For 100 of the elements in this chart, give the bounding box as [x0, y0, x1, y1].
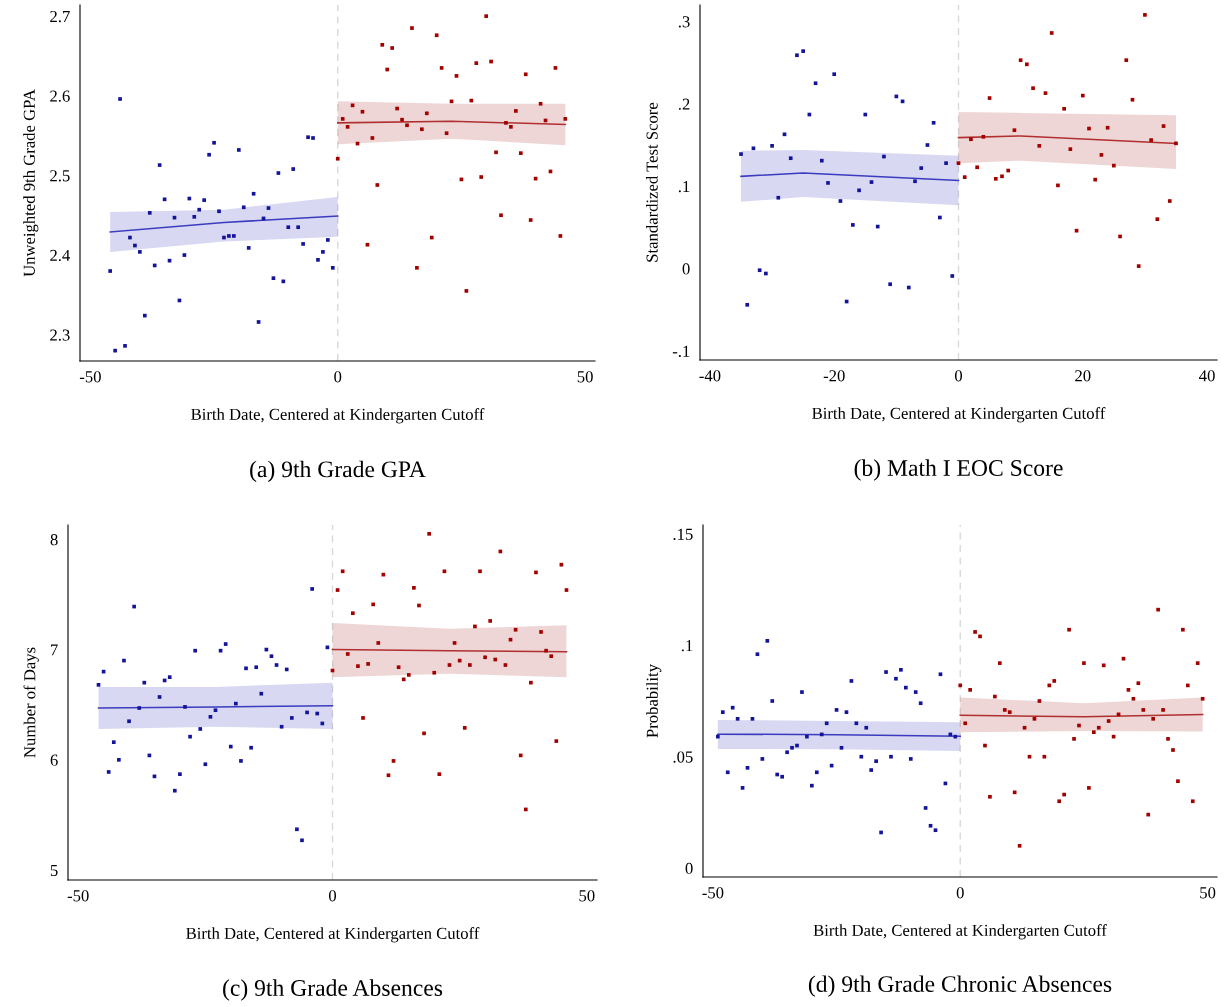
x-axis-title: Birth Date, Centered at Kindergarten Cutoff [186, 927, 480, 943]
point [1007, 710, 1012, 714]
point [832, 72, 837, 77]
point [745, 302, 750, 307]
point [356, 664, 360, 668]
x-tick-label: 40 [1199, 370, 1215, 382]
point [1091, 730, 1096, 735]
point [111, 740, 116, 745]
point [375, 183, 380, 187]
point [316, 258, 320, 262]
point [969, 137, 973, 142]
x-axis-title: Birth Date, Centered at Kindergarten Cutoff [191, 408, 485, 424]
x-tick-label: 20 [1075, 370, 1091, 382]
point [310, 587, 314, 591]
x-tick-label: -50 [79, 371, 101, 383]
point [824, 721, 829, 726]
point [212, 140, 216, 145]
point [1000, 174, 1004, 179]
point [468, 663, 472, 667]
point [1143, 13, 1147, 17]
point [864, 725, 869, 730]
y-tick-label: -.1 [672, 345, 690, 357]
point [790, 745, 794, 750]
point [197, 207, 202, 212]
point [776, 195, 781, 200]
point [908, 757, 913, 761]
point [1049, 31, 1054, 35]
point [286, 225, 291, 230]
point [1161, 708, 1165, 712]
point [380, 42, 385, 47]
point [962, 175, 967, 179]
point [376, 641, 381, 645]
point [340, 569, 345, 574]
point [499, 213, 503, 218]
y-tick-label: 2.6 [50, 90, 70, 102]
point [518, 151, 523, 155]
y-tick-label: 2.3 [50, 329, 70, 341]
point [888, 282, 892, 287]
point [544, 648, 548, 653]
x-tick-label: -20 [823, 370, 845, 382]
y-axis-title: Unweighted 9th Grade GPA [23, 89, 39, 277]
point [997, 661, 1002, 665]
point [390, 46, 394, 50]
point [137, 706, 142, 710]
x-tick-label: -50 [67, 890, 89, 902]
point [523, 72, 528, 77]
point [410, 26, 414, 30]
point [432, 670, 437, 675]
point [345, 652, 350, 656]
y-tick-label: 2.5 [50, 170, 70, 182]
point [117, 757, 121, 762]
point [1171, 748, 1175, 752]
point [241, 205, 246, 210]
point [462, 726, 467, 730]
point [894, 676, 898, 681]
text: (d) 9th Grade Chronic Absences [808, 975, 1112, 997]
point [207, 152, 211, 157]
point [192, 215, 197, 219]
point [138, 250, 142, 254]
x-axis-title: Birth Date, Centered at Kindergarten Cutoff [812, 407, 1106, 423]
point [198, 727, 203, 731]
point [188, 734, 192, 739]
text: (c) 9th Grade Absences [223, 979, 443, 1001]
point [1195, 661, 1200, 665]
point [244, 666, 248, 671]
x-tick-label: 0 [954, 370, 963, 382]
y-tick-label: .3 [678, 16, 690, 28]
point [420, 127, 424, 132]
point [437, 772, 442, 776]
y-axis-title: Probability [646, 664, 662, 738]
point [859, 754, 864, 759]
point [108, 269, 113, 273]
point [725, 770, 730, 775]
point [993, 176, 998, 181]
point [236, 148, 241, 152]
point [988, 794, 992, 799]
point [765, 639, 770, 643]
point [1052, 679, 1057, 683]
point [975, 165, 979, 170]
point [291, 167, 296, 171]
point [800, 690, 804, 694]
y-tick-label: 0 [685, 862, 693, 875]
point [412, 586, 416, 590]
point [178, 772, 182, 776]
point [539, 630, 543, 634]
point [554, 739, 559, 743]
point [223, 642, 228, 646]
point [415, 265, 419, 270]
point [227, 234, 231, 238]
y-axis-title: Standardized Test Score [646, 102, 658, 262]
point [406, 673, 411, 677]
y-tick-label: 6 [50, 754, 58, 766]
point [259, 691, 264, 696]
point [1166, 737, 1170, 741]
point [311, 136, 315, 140]
x-tick-label: 0 [334, 371, 342, 383]
point [730, 705, 735, 710]
point [509, 125, 513, 129]
point [899, 667, 903, 672]
y-tick-label: 0 [682, 263, 690, 275]
